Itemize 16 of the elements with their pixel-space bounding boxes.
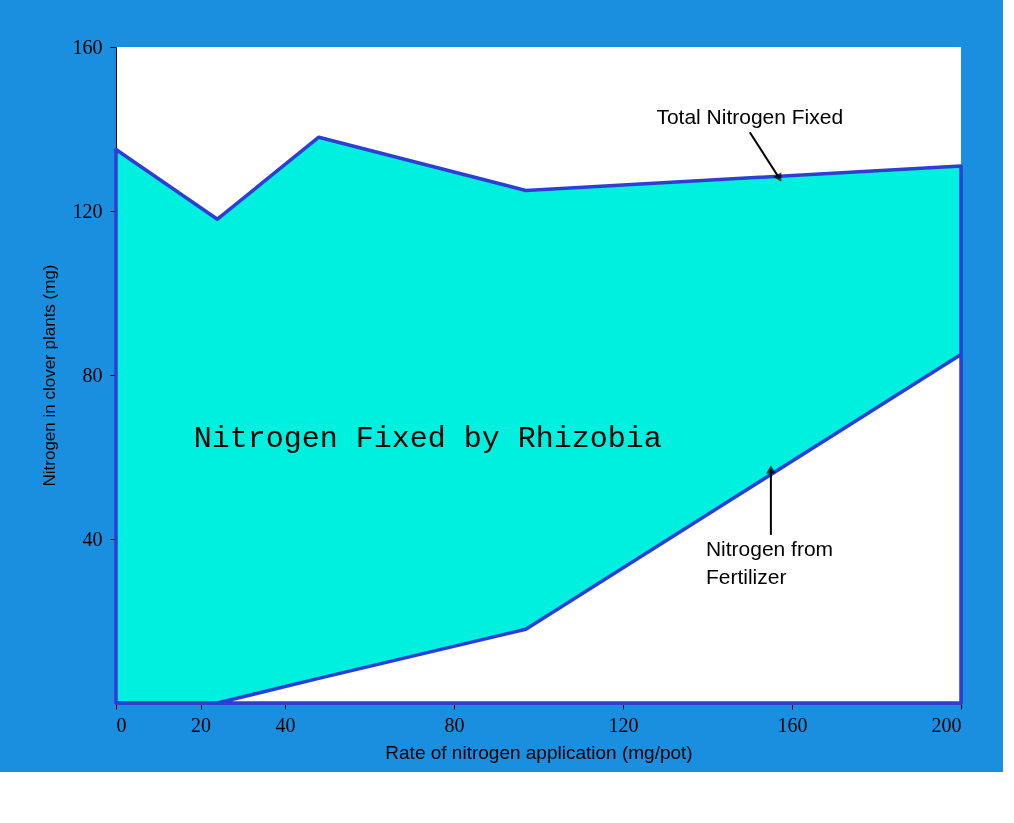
y-axis-title: Nitrogen in clover plants (mg) bbox=[39, 264, 59, 487]
x-tick-label: 20 bbox=[191, 713, 211, 736]
x-tick-label: 160 bbox=[777, 713, 808, 736]
annotation: Total Nitrogen Fixed bbox=[656, 105, 844, 129]
x-tick-label: 200 bbox=[931, 713, 962, 736]
x-axis-title: Rate of nitrogen application (mg/pot) bbox=[385, 741, 693, 763]
x-tick-label: 0 bbox=[116, 713, 127, 736]
x-tick-label: 120 bbox=[608, 713, 639, 736]
y-tick-label: 80 bbox=[82, 363, 103, 386]
y-tick-label: 40 bbox=[82, 527, 103, 550]
series-label: Nitrogen Fixed by Rhizobia bbox=[193, 421, 662, 456]
annotation: Nitrogen from Fertilizer bbox=[705, 536, 834, 588]
y-tick-label: 160 bbox=[72, 35, 103, 58]
x-tick-label: 80 bbox=[444, 713, 465, 736]
y-tick-label: 120 bbox=[72, 199, 103, 222]
x-tick-label: 40 bbox=[275, 713, 296, 736]
